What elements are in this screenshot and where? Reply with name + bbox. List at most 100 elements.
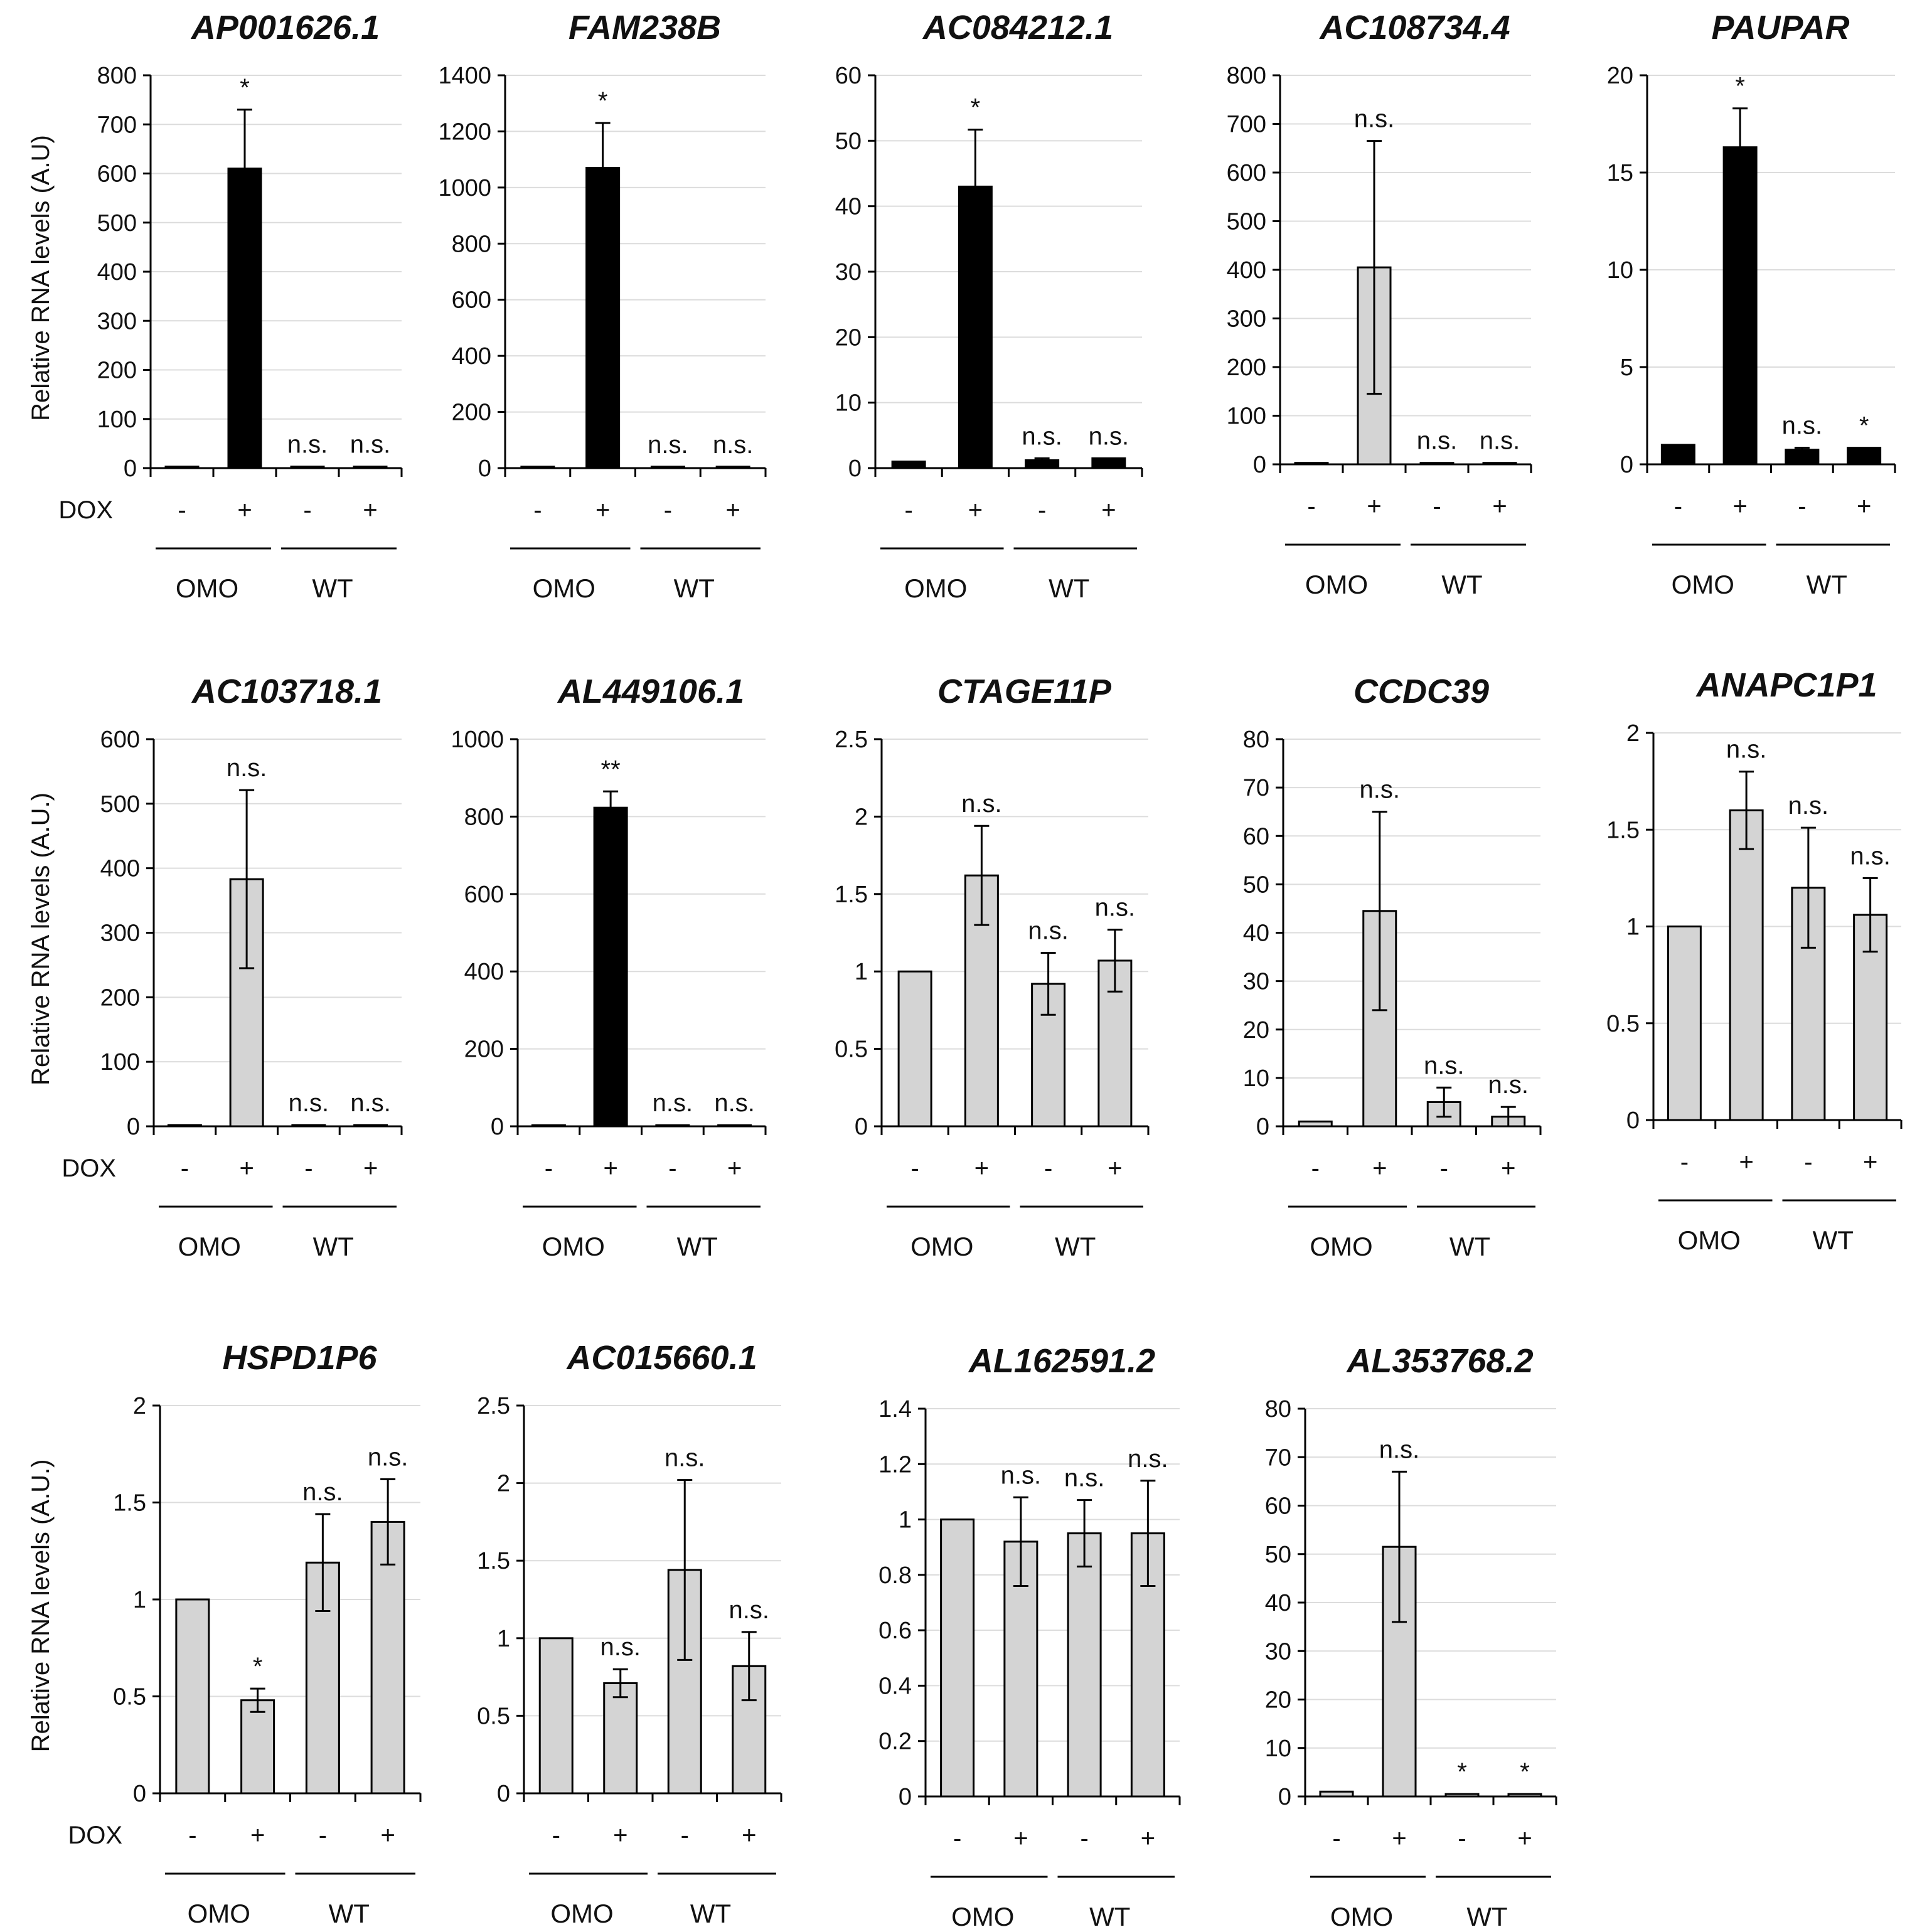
y-tick-label: 1 (899, 1507, 912, 1534)
y-tick-label: 800 (452, 231, 491, 257)
y-tick-label: 2 (497, 1471, 510, 1497)
group-label: WT (1089, 1902, 1130, 1931)
panel-title: AL353768.2 (1345, 1342, 1533, 1380)
error-bar (612, 1668, 628, 1699)
bar (1847, 447, 1882, 466)
group-label: WT (677, 1232, 718, 1261)
y-tick-label: 1.4 (878, 1396, 912, 1422)
y-tick-label: 100 (1227, 403, 1266, 430)
significance-label: n.s. (1850, 842, 1890, 870)
group-label: WT (690, 1899, 731, 1928)
y-tick-label: 70 (1243, 775, 1269, 801)
y-tick-label: 800 (464, 804, 504, 830)
bar (520, 466, 555, 469)
bar (1507, 1793, 1542, 1798)
y-tick-label: 0 (478, 456, 491, 482)
group-label: OMO (910, 1232, 973, 1261)
group-label: OMO (542, 1232, 605, 1261)
bar (1091, 457, 1126, 469)
dox-condition-label: + (1732, 493, 1747, 520)
significance-label: n.s. (368, 1443, 408, 1471)
bar (290, 466, 325, 469)
significance-label: n.s. (1001, 1461, 1041, 1489)
group-label: WT (1449, 1232, 1490, 1261)
y-tick-label: 1.5 (113, 1490, 146, 1517)
dox-condition-label: + (1392, 1825, 1406, 1852)
error-bar (1739, 771, 1754, 850)
group-label: OMO (176, 574, 238, 603)
group-label: OMO (188, 1899, 250, 1928)
error-bar (1013, 1496, 1028, 1588)
y-tick-label: 1 (133, 1587, 146, 1613)
y-tick-label: 0.6 (878, 1618, 912, 1644)
bar (167, 1124, 202, 1128)
y-tick-label: 0 (124, 456, 137, 482)
y-tick-label: 50 (835, 128, 862, 154)
y-tick-label: 2.5 (835, 727, 868, 753)
group-label: WT (1055, 1232, 1096, 1261)
y-tick-label: 1.5 (1606, 817, 1640, 843)
y-tick-label: 60 (1243, 823, 1269, 850)
dox-condition-label: + (1501, 1155, 1515, 1182)
bar (538, 1637, 574, 1795)
panel-hspd1p6: HSPD1P6 0 0.5 1 1.5 2 - * + n.s. - n.s. + DOX OMO WT Rel… (27, 1339, 422, 1928)
dox-condition-label: - (303, 496, 311, 524)
significance-label: n.s. (1360, 776, 1400, 804)
group-label: OMO (1678, 1225, 1741, 1255)
y-tick-label: 10 (835, 390, 862, 417)
y-tick-label: 80 (1265, 1396, 1291, 1422)
dox-condition-label: - (304, 1155, 312, 1182)
y-tick-label: 1.5 (835, 882, 868, 908)
y-tick-label: 600 (464, 882, 504, 908)
y-tick-label: 1.2 (878, 1451, 912, 1478)
bar (1660, 444, 1695, 466)
dox-condition-label: - (545, 1155, 553, 1182)
error-bar (1436, 1086, 1452, 1118)
bar (585, 167, 621, 469)
y-tick-label: 0.8 (878, 1562, 912, 1589)
bar (1382, 1545, 1417, 1798)
panel-title: CCDC39 (1353, 673, 1489, 710)
dox-condition-label: + (1141, 1825, 1155, 1852)
dox-condition-label: + (613, 1822, 627, 1849)
y-tick-label: 200 (1227, 355, 1266, 381)
y-tick-label: 20 (1243, 1017, 1269, 1043)
dox-condition-label: - (1798, 493, 1806, 520)
bar (891, 461, 926, 469)
dox-condition-label: - (1038, 496, 1046, 524)
dox-condition-label: - (1440, 1155, 1448, 1182)
panel-title: CTAGE11P (937, 673, 1112, 710)
dox-condition-label: + (742, 1822, 756, 1849)
dox-condition-label: - (1332, 1825, 1340, 1852)
error-bar (1034, 457, 1050, 464)
dox-condition-label: - (664, 496, 672, 524)
y-tick-label: 0 (899, 1784, 912, 1810)
y-tick-label: 0 (855, 1114, 868, 1140)
dox-condition-label: - (1458, 1825, 1466, 1852)
panel-ac084212-1: AC084212.1 0 10 20 30 40 50 60 - * + n.s. - n.s. + OMO W… (835, 9, 1143, 603)
panel-al162591-2: AL162591.2 0 0.2 0.4 0.6 0.8 1 1.2 1.4 - n.s. + n.s.… (878, 1342, 1181, 1931)
dox-condition-label: + (1372, 1155, 1387, 1182)
significance-label: n.s. (1128, 1445, 1168, 1473)
y-tick-label: 700 (1227, 112, 1266, 138)
dox-condition-label: + (725, 496, 740, 524)
y-tick-label: 0 (1620, 452, 1633, 478)
error-bar (1500, 1106, 1516, 1128)
group-label: OMO (178, 1232, 241, 1261)
group-label: OMO (951, 1902, 1014, 1931)
y-tick-label: 1.5 (477, 1548, 510, 1574)
significance-label: n.s. (1379, 1436, 1419, 1463)
error-bar (741, 1631, 757, 1702)
significance-label: n.s. (714, 1089, 754, 1117)
y-axis-label: Relative RNA levels (A.U.) (27, 1460, 55, 1753)
dox-condition-label: + (727, 1155, 742, 1182)
panel-title: ANAPC1P1 (1695, 666, 1877, 704)
dox-condition-label: + (363, 1155, 378, 1182)
y-tick-label: 300 (97, 308, 137, 334)
error-bar (968, 129, 983, 245)
group-label: WT (1807, 570, 1847, 599)
y-tick-label: 10 (1265, 1736, 1291, 1762)
dox-condition-label: + (239, 1155, 254, 1182)
dox-condition-label: + (1013, 1825, 1028, 1852)
y-tick-label: 0 (133, 1781, 146, 1807)
